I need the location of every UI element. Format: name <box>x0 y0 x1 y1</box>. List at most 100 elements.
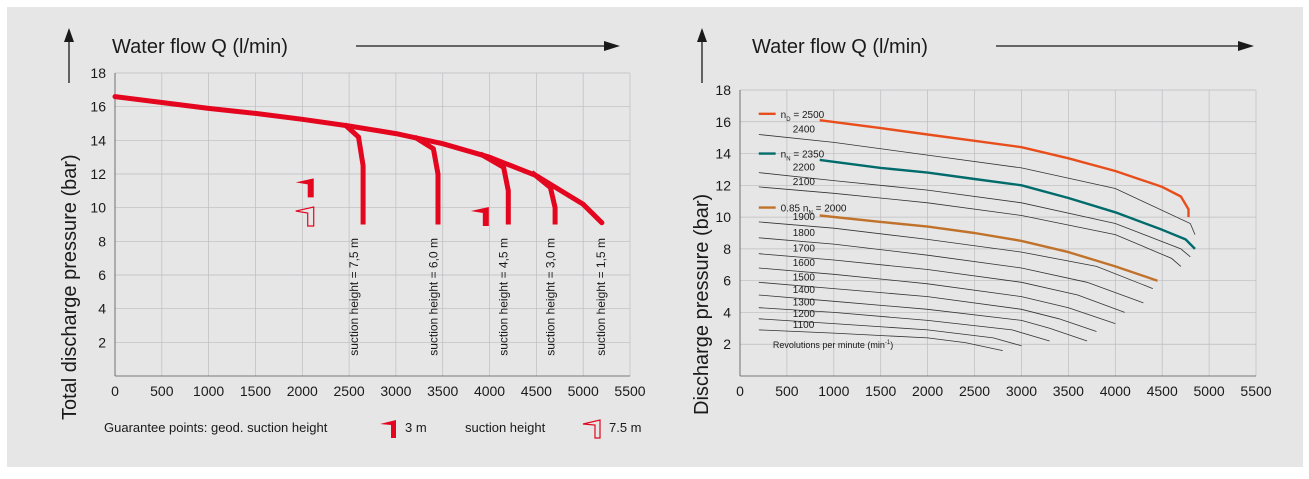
rpm-line-label: 1200 <box>793 309 816 320</box>
n-d-curve-label: nD = 2500 <box>781 110 825 123</box>
left-y-tick-label: 10 <box>90 200 106 216</box>
n-n-curve <box>819 158 1196 250</box>
right-x-tick-label: 4500 <box>1147 383 1178 399</box>
right-y-tick-label: 6 <box>723 273 731 289</box>
right-x-tick-label: 2000 <box>912 383 943 399</box>
main-curve <box>112 94 605 226</box>
x-arrow-head-right <box>1238 41 1254 51</box>
rpm-line <box>758 134 1196 235</box>
left-legend: Guarantee points: geod. suction height 3… <box>104 419 642 439</box>
left-x-tick-label: 5500 <box>614 383 645 399</box>
rpm-line <box>758 281 1097 332</box>
left-x-tick-label: 2000 <box>287 383 318 399</box>
x-arrow-head <box>604 41 620 51</box>
left-x-tick-label: 4500 <box>521 383 552 399</box>
suction-curve <box>478 151 511 225</box>
rpm-line <box>758 294 1088 342</box>
rpm-line-label: 1400 <box>793 285 816 296</box>
right-x-tick-label: 1000 <box>818 383 849 399</box>
right-x-tick-label: 0 <box>736 383 744 399</box>
suction-height-label: suction height = 3,0 m <box>543 238 557 356</box>
suction-curve <box>342 122 366 225</box>
right-plot-area: 0 500 1000 1500 2000 2500 3000 3500 4000 4500 5000… <box>715 82 1271 399</box>
suction-height-label: suction height = 7,5 m <box>347 238 361 356</box>
left-x-tick-label: 1000 <box>193 383 224 399</box>
legend-open-marker <box>582 419 601 439</box>
right-x-tick-label: 1500 <box>865 383 896 399</box>
right-y-tick-label: 16 <box>715 114 731 130</box>
rpm-line <box>758 253 1125 313</box>
right-y-tick-label: 2 <box>723 336 731 352</box>
chart-panel <box>7 7 1303 467</box>
rpm-line-label: 1600 <box>793 258 816 269</box>
rpm-line-label: 1700 <box>793 244 816 255</box>
rpm-line-label: 1900 <box>793 212 816 223</box>
guarantee-marker-open <box>295 206 315 227</box>
suction-height-label: suction height = 6,0 m <box>426 238 440 356</box>
rpm-line <box>758 318 1022 347</box>
right-y-tick-label: 4 <box>723 304 731 320</box>
suction-height-label: suction height = 4,5 m <box>497 238 511 356</box>
rpm-line <box>758 237 1144 304</box>
legend-filled-marker <box>380 420 396 438</box>
rpm-line-label: 1500 <box>793 272 816 283</box>
rpm-line-label: 2200 <box>793 163 816 174</box>
left-y-tick-label: 6 <box>98 267 106 283</box>
chart-right: Water flow Q (l/min) Discharge pressure … <box>691 28 1272 415</box>
guarantee-marker-filled <box>295 178 314 198</box>
rpm-line-label: 1800 <box>793 228 816 239</box>
rpm-note: Revolutions per minute (min-1) <box>773 340 893 350</box>
legend-open-label: 7.5 m <box>609 420 642 435</box>
rpm-line-label: 1300 <box>793 298 816 309</box>
right-y-tick-label: 14 <box>715 146 731 162</box>
right-y-label: Discharge pressure (bar) <box>691 194 713 415</box>
right-x-tick-label: 4000 <box>1100 383 1131 399</box>
right-title: Water flow Q (l/min) <box>752 36 928 58</box>
rpm-line-label: 2400 <box>793 124 816 135</box>
left-y-tick-label: 18 <box>90 65 106 81</box>
n-085-curve <box>819 214 1158 282</box>
n-n-curve-label: nN = 2350 <box>781 150 825 163</box>
right-x-tick-label: 3000 <box>1006 383 1037 399</box>
left-y-label: Total discharge pressure (bar) <box>59 154 81 420</box>
left-y-tick-label: 14 <box>90 132 106 148</box>
right-y-tick-label: 8 <box>723 241 731 257</box>
left-x-tick-label: 3500 <box>427 383 458 399</box>
rpm-line <box>758 186 1182 267</box>
guarantee-marker-filled <box>470 207 489 227</box>
left-plot-area: 0 500 1000 1500 2000 2500 3000 3500 4000 4500 5000… <box>90 65 645 399</box>
left-y-tick-label: 12 <box>90 166 106 182</box>
left-x-tick-label: 500 <box>150 383 174 399</box>
y-arrow-head <box>64 28 74 42</box>
rpm-line <box>758 329 1003 351</box>
legend-prefix: Guarantee points: geod. suction height <box>104 420 328 435</box>
rpm-line-label: 2100 <box>793 177 816 188</box>
left-x-tick-label: 1500 <box>240 383 271 399</box>
left-title: Water flow Q (l/min) <box>112 36 288 58</box>
right-x-tick-label: 5000 <box>1194 383 1225 399</box>
rpm-line <box>758 307 1050 342</box>
left-y-tick-label: 8 <box>98 233 106 249</box>
right-x-tick-label: 2500 <box>959 383 990 399</box>
left-x-tick-label: 0 <box>111 383 119 399</box>
suction-curve <box>530 170 558 225</box>
left-x-tick-label: 4000 <box>474 383 505 399</box>
rpm-line <box>758 172 1191 258</box>
rpm-line <box>758 267 1116 324</box>
left-y-tick-label: 16 <box>90 99 106 115</box>
left-y-tick-label: 4 <box>98 301 106 317</box>
suction-curve <box>413 134 441 225</box>
left-x-tick-label: 2500 <box>334 383 365 399</box>
n-d-curve <box>819 119 1190 218</box>
rpm-line-label: 1100 <box>793 320 815 331</box>
legend-middle-label: suction height <box>465 420 546 435</box>
right-y-tick-label: 12 <box>715 177 731 193</box>
n-085-curve-label: 0.85 nN = 2000 <box>781 204 847 217</box>
right-x-tick-label: 3500 <box>1053 383 1084 399</box>
suction-height-label: suction height = 1,5 m <box>594 238 608 356</box>
right-y-tick-label: 18 <box>715 82 731 98</box>
right-y-tick-label: 10 <box>715 209 731 225</box>
y-arrow-head-right <box>697 28 707 42</box>
left-x-tick-label: 5000 <box>568 383 599 399</box>
